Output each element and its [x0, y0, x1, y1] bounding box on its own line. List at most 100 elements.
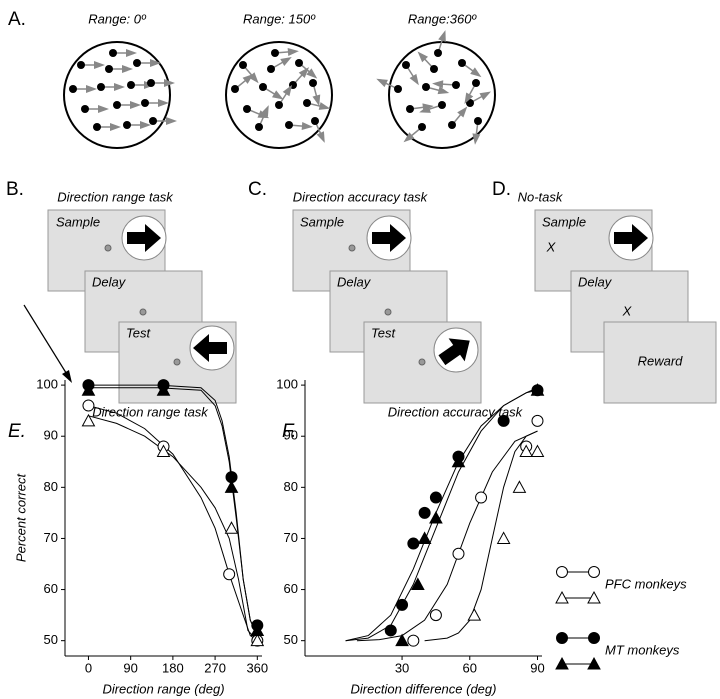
panel-label: A.	[8, 9, 26, 30]
fixation	[104, 244, 112, 252]
marker	[250, 633, 265, 647]
dot	[97, 83, 105, 91]
y-tick-label: 80	[284, 479, 298, 494]
chart-title: Direction range task	[92, 404, 209, 419]
motion-vector-head	[437, 86, 450, 95]
display-label: Range: 150º	[243, 11, 316, 26]
dot	[93, 123, 101, 131]
x-tick-label: 180	[162, 660, 184, 675]
fixation-x: X	[622, 303, 633, 318]
marker	[396, 598, 409, 611]
motion-vector-head	[140, 121, 151, 129]
marker	[418, 506, 431, 519]
fit-curve	[88, 387, 258, 636]
motion-vector-head	[376, 78, 388, 88]
motion-vector-head	[318, 102, 331, 110]
y-tick-label: 80	[44, 479, 58, 494]
motion-vector-head	[316, 131, 325, 143]
motion-vector-head	[98, 105, 109, 113]
dot	[105, 65, 113, 73]
legend-marker	[588, 566, 600, 578]
x-tick-label: 270	[204, 660, 226, 675]
dot	[149, 117, 157, 125]
x-tick-label: 360	[246, 660, 268, 675]
dot	[466, 99, 474, 107]
dot	[147, 79, 155, 87]
y-tick-label: 100	[36, 377, 58, 392]
motion-vector-head	[164, 79, 175, 87]
motion-vector-head	[248, 72, 259, 84]
dot	[255, 123, 263, 131]
time-arrow-head	[62, 370, 72, 383]
screen-label: Delay	[337, 274, 372, 289]
dot	[81, 105, 89, 113]
motion-vector-head	[86, 85, 97, 93]
x-axis-label: Direction difference (deg)	[351, 681, 497, 696]
y-tick-label: 70	[44, 530, 58, 545]
fit-curve	[88, 384, 258, 636]
motion-vector-head	[417, 51, 429, 63]
motion-vector-head	[479, 91, 492, 101]
dot	[422, 83, 430, 91]
fixation	[384, 308, 392, 316]
display-label: Range: 0º	[88, 11, 147, 26]
legend-marker	[556, 566, 568, 578]
motion-vector-head	[472, 133, 481, 145]
motion-vector-head	[457, 106, 468, 118]
marker	[250, 623, 265, 636]
dot	[285, 121, 293, 129]
marker	[81, 413, 96, 427]
dot	[452, 81, 460, 89]
dot	[271, 49, 279, 57]
aperture	[63, 41, 171, 149]
dot	[127, 81, 135, 89]
dot	[309, 79, 317, 87]
motion-vector-head	[438, 30, 446, 42]
x-tick-label: 0	[85, 660, 92, 675]
motion-arrow	[193, 334, 227, 362]
dot	[77, 61, 85, 69]
fixation	[418, 358, 426, 366]
motion-vector-head	[126, 49, 137, 57]
aperture	[388, 41, 496, 149]
panel-label: E.	[8, 421, 26, 442]
motion-vector-head	[166, 117, 177, 125]
panel-label: C.	[248, 179, 267, 200]
dot	[402, 61, 410, 69]
dot	[243, 105, 251, 113]
fixation	[348, 244, 356, 252]
motion-vector-head	[130, 101, 141, 109]
y-tick-label: 60	[284, 581, 298, 596]
marker	[407, 537, 420, 550]
marker	[82, 399, 95, 412]
time-arrow	[23, 304, 69, 377]
motion-vector-head	[409, 73, 419, 86]
marker	[429, 609, 442, 622]
screen-label: Sample	[300, 214, 344, 229]
marker	[452, 547, 465, 560]
dot	[267, 65, 275, 73]
legend-label: MT monkeys	[605, 642, 680, 657]
screen-label: Sample	[56, 214, 100, 229]
dot	[109, 49, 117, 57]
dot	[311, 117, 319, 125]
panel-title: Direction range task	[57, 189, 174, 204]
panel-title: No-task	[518, 189, 564, 204]
motion-vector-head	[150, 59, 161, 67]
dot	[438, 101, 446, 109]
motion-vector-head	[312, 94, 321, 107]
fixation	[173, 358, 181, 366]
dot	[133, 59, 141, 67]
fixation	[139, 308, 147, 316]
screen-label: Delay	[578, 274, 613, 289]
dot	[231, 85, 239, 93]
panel-label: D.	[492, 179, 511, 200]
motion-vector-head	[114, 83, 125, 91]
fixation-x: X	[546, 239, 557, 254]
marker	[384, 624, 397, 637]
x-axis-label: Direction range (deg)	[102, 681, 224, 696]
x-tick-label: 90	[123, 660, 137, 675]
marker	[156, 444, 171, 458]
dot	[406, 105, 414, 113]
